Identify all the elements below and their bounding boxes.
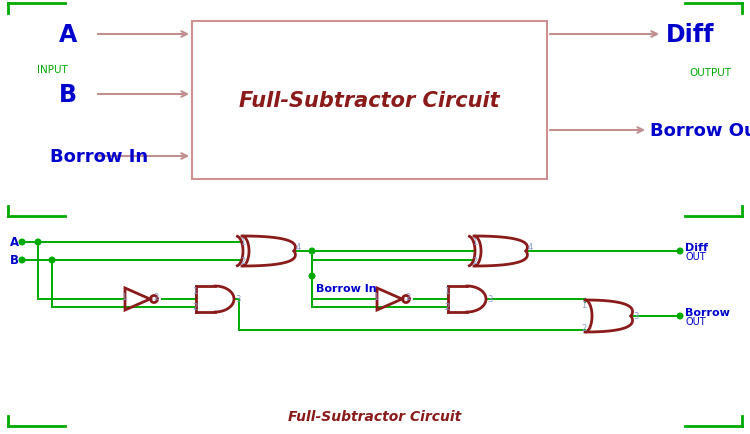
Text: Borrow In: Borrow In <box>316 283 376 293</box>
Circle shape <box>677 249 682 254</box>
Text: 2: 2 <box>472 256 478 265</box>
Text: OUT: OUT <box>685 251 706 261</box>
Text: 1: 1 <box>240 238 246 247</box>
Text: A: A <box>58 23 77 47</box>
Text: 2: 2 <box>240 256 246 265</box>
Text: 2: 2 <box>405 293 411 302</box>
Circle shape <box>20 258 25 263</box>
Text: Full-Subtractor Circuit: Full-Subtractor Circuit <box>288 409 461 423</box>
Text: OUTPUT: OUTPUT <box>689 68 731 78</box>
Circle shape <box>677 313 682 319</box>
Text: B: B <box>10 254 19 267</box>
Text: 1: 1 <box>444 287 450 296</box>
Text: Full-Subtractor Circuit: Full-Subtractor Circuit <box>239 91 500 111</box>
Text: Diff: Diff <box>685 243 708 253</box>
Circle shape <box>50 258 55 263</box>
Text: 2: 2 <box>153 293 159 302</box>
Text: A: A <box>10 236 19 249</box>
Circle shape <box>20 240 25 245</box>
Text: Borrow Out: Borrow Out <box>650 122 750 140</box>
Text: Borrow: Borrow <box>685 307 730 317</box>
Circle shape <box>309 249 315 254</box>
Text: 1: 1 <box>192 287 198 296</box>
Text: 1: 1 <box>472 238 478 247</box>
Circle shape <box>35 240 40 245</box>
Text: B: B <box>59 83 77 107</box>
Text: 3: 3 <box>236 295 241 304</box>
Text: 3: 3 <box>488 295 493 304</box>
Text: 1: 1 <box>122 293 127 302</box>
Text: INPUT: INPUT <box>37 65 68 75</box>
Text: 2: 2 <box>192 303 198 312</box>
Text: 2: 2 <box>581 324 586 333</box>
Text: 4: 4 <box>527 243 532 252</box>
Text: 4: 4 <box>296 243 301 252</box>
Text: 2: 2 <box>444 303 450 312</box>
Text: OUT: OUT <box>685 316 706 326</box>
Text: 1: 1 <box>581 300 586 309</box>
Text: 1: 1 <box>374 293 379 302</box>
Text: Diff: Diff <box>666 23 715 47</box>
Text: Borrow In: Borrow In <box>50 148 148 166</box>
Bar <box>192 22 547 180</box>
Circle shape <box>309 273 315 279</box>
Text: 3: 3 <box>633 312 639 321</box>
